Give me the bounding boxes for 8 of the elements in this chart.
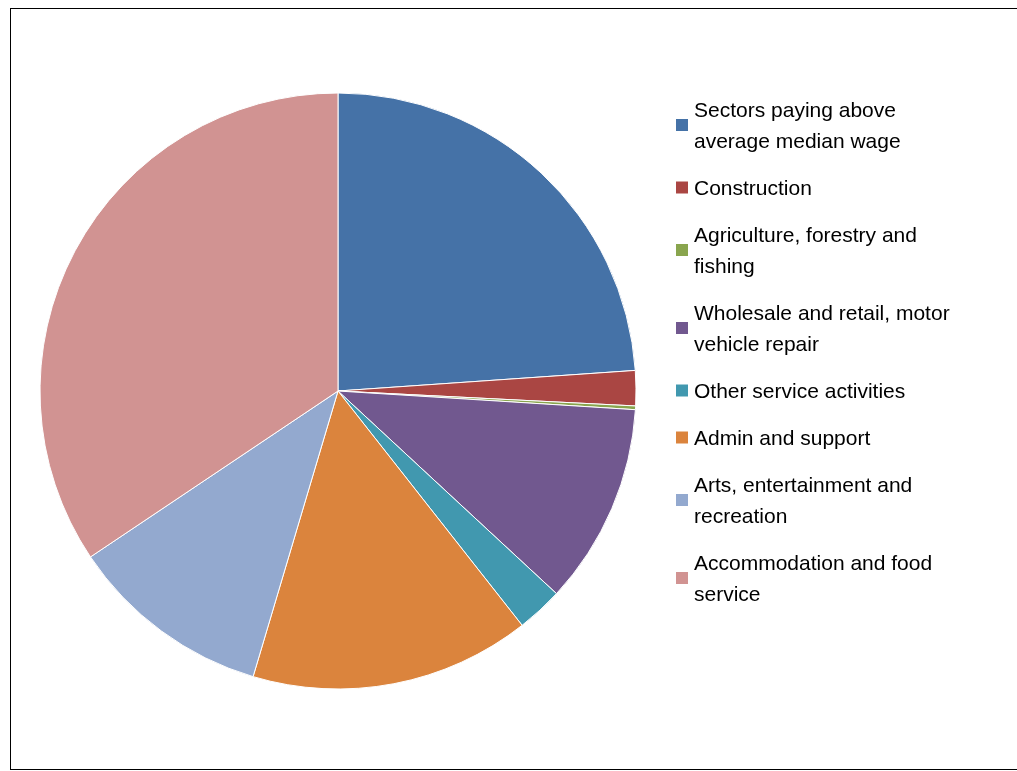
- legend-label: Construction: [694, 176, 812, 199]
- legend-label: Wholesale and retail, motor vehicle repair: [694, 301, 956, 355]
- legend-label: Accommodation and food service: [694, 551, 938, 605]
- legend-label: Arts, entertainment and recreation: [694, 473, 919, 527]
- legend-label: Admin and support: [694, 426, 871, 449]
- legend-label: Other service activities: [694, 379, 906, 402]
- legend-label: Agriculture, forestry and fishing: [694, 223, 923, 277]
- legend-label: Sectors paying above average median wage: [694, 98, 902, 152]
